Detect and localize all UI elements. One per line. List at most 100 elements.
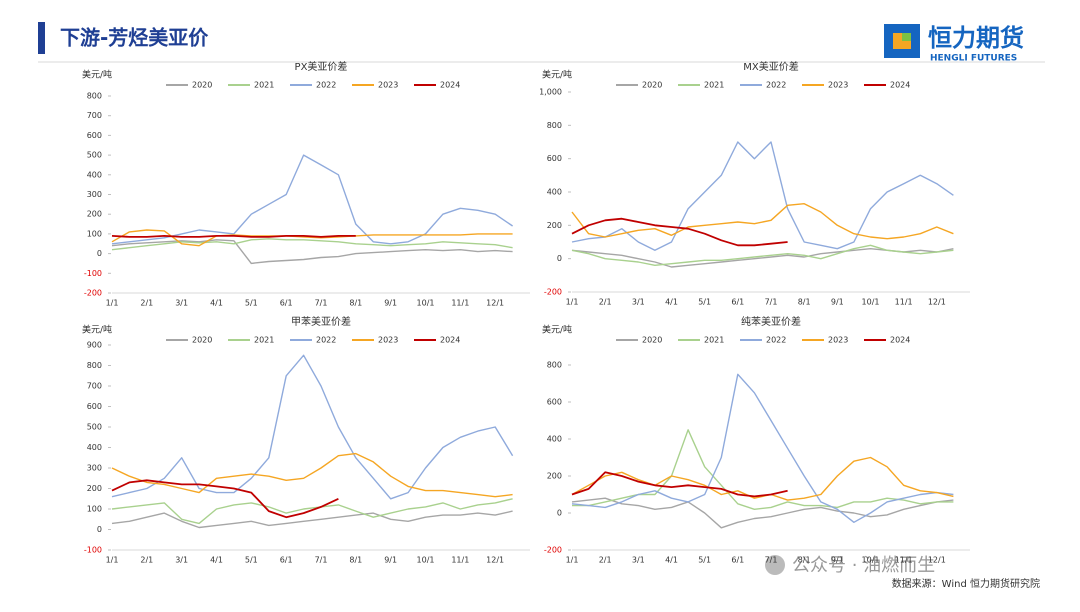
legend-label: 2022 (766, 336, 786, 345)
y-tick-label: 800 (547, 121, 562, 130)
series-line (571, 373, 954, 523)
x-tick-label: 8/1 (798, 556, 811, 565)
y-tick-label: 800 (547, 361, 562, 370)
y-tick-label: 0 (97, 249, 102, 258)
series-line (111, 229, 513, 247)
legend-label: 2020 (642, 81, 662, 90)
x-tick-label: 12/1 (486, 299, 504, 308)
legend-label: 2021 (704, 81, 724, 90)
y-tick-label: 800 (87, 92, 102, 101)
x-tick-label: 10/1 (862, 298, 880, 307)
series-line (572, 429, 954, 510)
y-tick-label: 600 (87, 131, 102, 140)
series-line (111, 452, 513, 498)
y-tick-label: -200 (544, 546, 562, 555)
legend-label: 2022 (316, 81, 336, 90)
series-line (111, 479, 339, 519)
x-tick-label: 11/1 (895, 556, 913, 565)
x-tick-label: 4/1 (210, 556, 223, 565)
y-tick-label: 200 (87, 210, 102, 219)
series-line (111, 154, 513, 245)
y-tick-label: -200 (544, 288, 562, 297)
x-tick-label: 7/1 (315, 299, 328, 308)
logo-name: 恒力期货 (928, 24, 1024, 52)
legend-label: 2023 (828, 81, 848, 90)
x-tick-label: 9/1 (831, 556, 844, 565)
x-tick-label: 2/1 (599, 556, 612, 565)
series-line (571, 203, 954, 240)
y-axis-label: 美元/吨 (542, 324, 572, 336)
y-tick-label: 400 (547, 188, 562, 197)
x-tick-label: 5/1 (245, 299, 258, 308)
legend-label: 2024 (440, 81, 460, 90)
x-tick-label: 2/1 (140, 556, 153, 565)
x-tick-label: 9/1 (384, 556, 397, 565)
legend-label: 2023 (378, 81, 398, 90)
y-tick-label: 200 (87, 484, 102, 493)
x-tick-label: 1/1 (566, 556, 579, 565)
x-tick-label: 4/1 (665, 556, 678, 565)
logo-icon-accent (902, 33, 911, 41)
y-tick-label: 500 (87, 151, 102, 160)
series-line (111, 235, 356, 238)
y-tick-label: -200 (84, 289, 102, 298)
legend-label: 2021 (254, 81, 274, 90)
y-tick-label: 800 (87, 361, 102, 370)
y-tick-label: 1,000 (539, 88, 562, 97)
y-tick-label: 100 (87, 229, 102, 238)
y-axis-label: 美元/吨 (542, 69, 572, 81)
x-tick-label: 4/1 (665, 298, 678, 307)
x-tick-label: 8/1 (798, 298, 811, 307)
x-tick-label: 7/1 (765, 298, 778, 307)
legend-label: 2020 (642, 336, 662, 345)
y-tick-label: 700 (87, 382, 102, 391)
y-tick-label: -100 (84, 546, 102, 555)
legend-label: 2020 (192, 81, 212, 90)
series-line (571, 471, 788, 498)
y-tick-label: 700 (87, 111, 102, 120)
legend-label: 2022 (766, 81, 786, 90)
y-tick-label: 300 (87, 190, 102, 199)
y-tick-label: 600 (547, 398, 562, 407)
x-tick-label: 2/1 (599, 298, 612, 307)
chart-title: PX美亚价差 (295, 60, 348, 73)
title-bar (38, 22, 45, 54)
source-note: 数据来源：Wind 恒力期货研究院 (892, 577, 1040, 590)
watermark: 公众号 · 油燃而生 (792, 555, 935, 576)
x-tick-label: 8/1 (349, 299, 362, 308)
y-tick-label: 200 (547, 472, 562, 481)
x-tick-label: 5/1 (245, 556, 258, 565)
x-tick-label: 6/1 (280, 556, 293, 565)
x-tick-label: 3/1 (632, 556, 645, 565)
legend-label: 2020 (192, 336, 212, 345)
chart-title: MX美亚价差 (743, 60, 798, 73)
x-tick-label: 12/1 (928, 556, 946, 565)
series-line (571, 244, 954, 266)
series-line (111, 510, 513, 529)
x-tick-label: 7/1 (315, 556, 328, 565)
legend-label: 2024 (890, 81, 910, 90)
logo-english: HENGLI FUTURES (930, 54, 1017, 64)
y-tick-label: 300 (87, 464, 102, 473)
chart-title: 纯苯美亚价差 (741, 315, 801, 328)
series-line (571, 217, 788, 247)
page-title: 下游-芳烃美亚价 (60, 26, 209, 50)
legend-label: 2023 (378, 336, 398, 345)
y-tick-label: 100 (87, 505, 102, 514)
x-tick-label: 10/1 (417, 556, 435, 565)
x-tick-label: 3/1 (175, 299, 188, 308)
x-tick-label: 10/1 (862, 556, 880, 565)
x-tick-label: 6/1 (280, 299, 293, 308)
y-tick-label: 900 (87, 341, 102, 350)
series-line (571, 497, 954, 529)
y-tick-label: 600 (547, 154, 562, 163)
y-tick-label: 200 (547, 221, 562, 230)
x-tick-label: 12/1 (928, 298, 946, 307)
x-tick-label: 8/1 (349, 556, 362, 565)
x-tick-label: 5/1 (698, 298, 711, 307)
y-tick-label: 0 (557, 254, 562, 263)
legend-label: 2022 (316, 336, 336, 345)
y-axis-label: 美元/吨 (82, 69, 112, 81)
y-tick-label: -100 (84, 269, 102, 278)
y-tick-label: 400 (87, 443, 102, 452)
